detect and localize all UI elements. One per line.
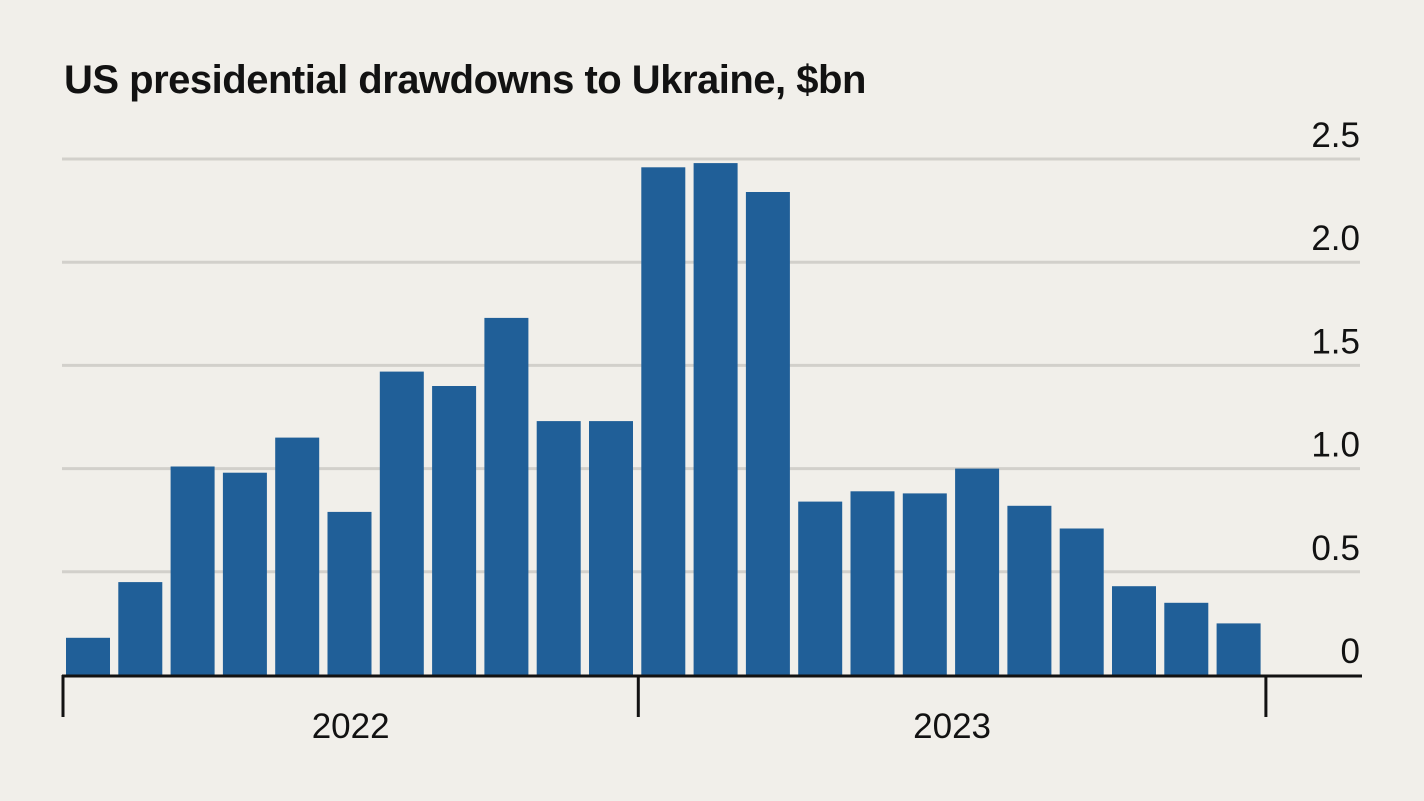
y-axis-tick-labels: 0 0.5 1.0 1.5 2.0 2.5 (1311, 116, 1360, 671)
bar (745, 192, 790, 675)
bar (1007, 505, 1052, 675)
bar (484, 317, 529, 675)
bars (66, 163, 1261, 676)
bar (222, 472, 267, 675)
bar (902, 493, 947, 675)
bar (1059, 528, 1104, 675)
bar (536, 421, 581, 675)
x-tick-label: 2023 (913, 707, 991, 746)
bar (955, 468, 1000, 675)
y-tick-label: 0 (1341, 632, 1360, 671)
x-axis: 2022 2023 (61, 674, 1362, 746)
bar (1216, 623, 1261, 675)
bar (1164, 602, 1209, 675)
bar (641, 167, 686, 676)
y-tick-label: 2.0 (1311, 219, 1360, 258)
bar (798, 501, 843, 675)
bar (66, 637, 110, 675)
x-tick-label: 2022 (312, 707, 390, 746)
y-tick-label: 0.5 (1311, 529, 1360, 568)
bar (275, 437, 320, 675)
bar (327, 511, 372, 675)
y-tick-label: 1.5 (1311, 322, 1360, 361)
chart-title: US presidential drawdowns to Ukraine, $b… (64, 58, 866, 102)
y-tick-label: 1.0 (1311, 426, 1360, 465)
bar (589, 421, 633, 675)
bar (170, 466, 215, 675)
bar (118, 582, 163, 675)
bar (432, 386, 477, 675)
y-tick-label: 2.5 (1311, 116, 1360, 155)
bar (379, 371, 424, 675)
bar (693, 163, 738, 675)
bar (850, 491, 895, 675)
bar (1112, 586, 1156, 675)
